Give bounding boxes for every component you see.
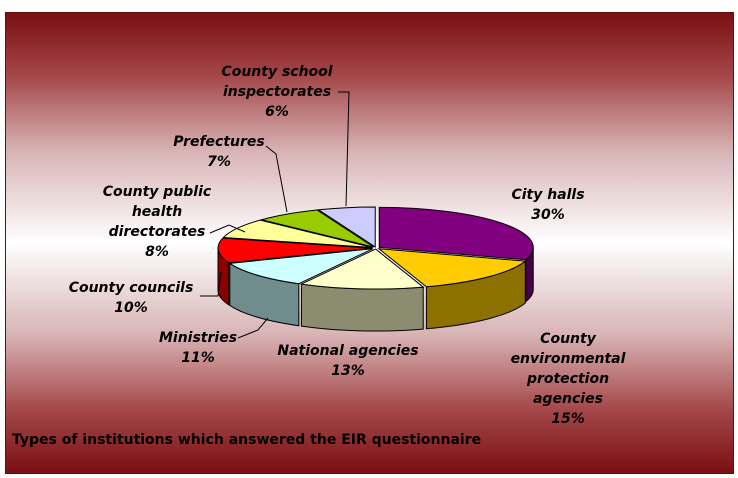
leader-line — [237, 317, 269, 339]
slice-label: County school inspectorates 6% — [221, 64, 332, 120]
pie-slices — [217, 206, 534, 290]
pie-slice — [299, 248, 425, 290]
pie-slice — [378, 206, 534, 261]
leader-line — [265, 145, 288, 213]
leader-lines — [200, 91, 350, 339]
pie-slice — [217, 237, 373, 264]
slice-label: County public health directorates 8% — [103, 184, 212, 260]
pie-slice — [259, 209, 375, 248]
chart-title: Types of institutions which answered the… — [12, 432, 482, 448]
slice-labels: City halls 30% County environmental protecti… — [69, 64, 626, 427]
leader-line — [200, 271, 222, 297]
pie-slice — [228, 248, 374, 285]
leader-line — [338, 91, 350, 207]
leader-line — [209, 224, 246, 234]
slice-side — [300, 283, 424, 332]
pie-slice — [377, 248, 527, 288]
slice-label: Ministries 11% — [159, 330, 237, 366]
slice-label: Prefectures 7% — [173, 134, 265, 170]
slice-label: County environmental protection agencies 15% — [511, 331, 626, 427]
slice-label: City halls 30% — [511, 187, 584, 223]
slice-label: County councils 10% — [69, 280, 194, 316]
slice-label: National agencies 13% — [277, 343, 418, 379]
pie-slice — [317, 206, 376, 248]
